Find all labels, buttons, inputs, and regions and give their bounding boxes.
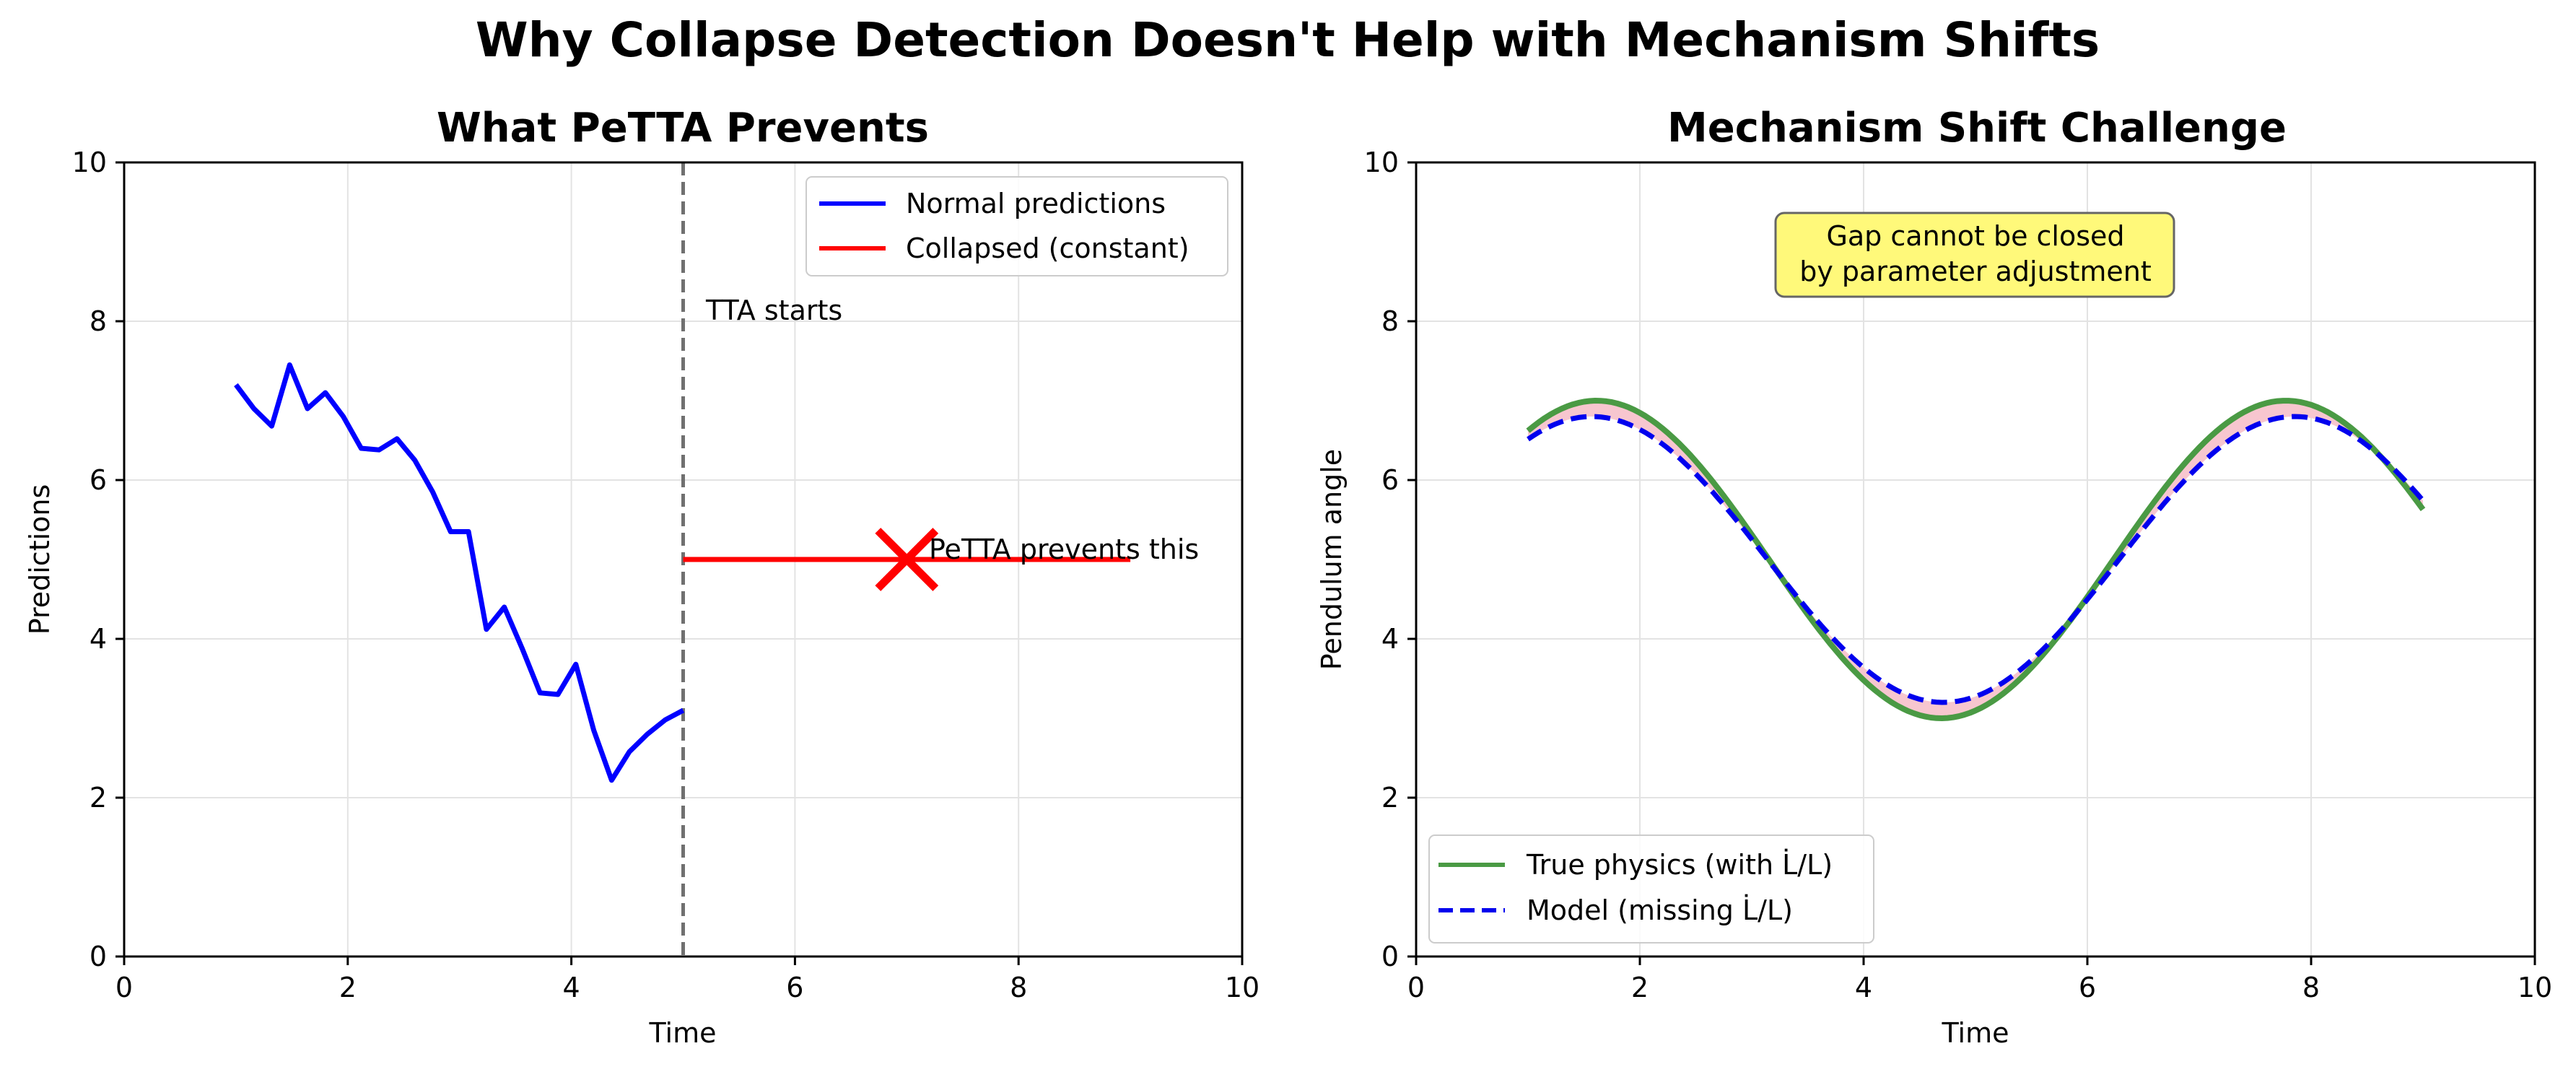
right-y-tick-label: 2 bbox=[1381, 782, 1399, 814]
legend-label-normal-predictions: Normal predictions bbox=[906, 188, 1166, 219]
model-line bbox=[1527, 414, 2425, 705]
left-legend: Normal predictions Collapsed (constant) bbox=[805, 176, 1228, 276]
left-x-tick-label: 4 bbox=[563, 972, 580, 1003]
petta-prevents-annotation: PeTTA prevents this bbox=[929, 533, 1199, 565]
right-y-tick-label: 8 bbox=[1381, 305, 1399, 337]
left-y-tick-label: 0 bbox=[89, 941, 107, 972]
legend-label-model: Model (missing L̇/L) bbox=[1527, 894, 1793, 926]
right-y-tick-label: 0 bbox=[1381, 941, 1399, 972]
mechanism-gap-fill bbox=[1528, 401, 2423, 718]
right-chart-title: Mechanism Shift Challenge bbox=[1667, 105, 2287, 152]
right-x-tick-label: 6 bbox=[2079, 972, 2096, 1003]
true-physics-line bbox=[1526, 398, 2426, 721]
left-x-axis-label: Time bbox=[649, 1017, 717, 1049]
right-legend-box bbox=[1428, 834, 1874, 944]
right-axes-frame bbox=[1415, 161, 2536, 958]
right-y-tick-label: 10 bbox=[1364, 147, 1399, 178]
right-plot-area bbox=[1526, 398, 2426, 721]
tta-starts-annotation: TTA starts bbox=[705, 295, 842, 326]
left-axes-frame bbox=[123, 161, 1244, 958]
right-ticks: 0 2 4 6 8 10 0 2 4 6 8 10 bbox=[1364, 147, 2553, 1003]
right-x-tick-label: 4 bbox=[1855, 972, 1872, 1003]
left-y-axis-label: Predictions bbox=[24, 484, 56, 635]
left-x-tick-label: 8 bbox=[1010, 972, 1027, 1003]
left-y-tick-label: 10 bbox=[72, 147, 107, 178]
left-y-tick-label: 2 bbox=[89, 782, 107, 814]
right-x-tick-label: 10 bbox=[2518, 972, 2552, 1003]
figure-suptitle: Why Collapse Detection Doesn't Help with… bbox=[476, 12, 2100, 68]
left-ticks: 0 2 4 6 8 10 0 2 4 6 8 10 bbox=[72, 147, 1260, 1003]
left-x-tick-label: 2 bbox=[339, 972, 357, 1003]
gap-annotation-line1: Gap cannot be closed bbox=[1826, 220, 2124, 252]
legend-label-collapsed: Collapsed (constant) bbox=[906, 232, 1189, 264]
left-y-tick-label: 8 bbox=[89, 305, 107, 337]
right-chart-panel: Mechanism Shift Challenge 0 2 4 6 8 10 0 2 4 6 8 10… bbox=[1316, 105, 2552, 1049]
right-x-tick-label: 2 bbox=[1631, 972, 1649, 1003]
right-x-axis-label: Time bbox=[1942, 1017, 2009, 1049]
left-chart-title: What PeTTA Prevents bbox=[437, 105, 929, 152]
right-y-tick-label: 6 bbox=[1381, 464, 1399, 496]
left-x-tick-label: 10 bbox=[1225, 972, 1259, 1003]
legend-label-true-physics: True physics (with L̇/L) bbox=[1526, 849, 1833, 881]
gap-annotation-background bbox=[1774, 212, 2175, 298]
normal-predictions-line bbox=[234, 362, 685, 783]
left-y-tick-label: 4 bbox=[89, 623, 107, 655]
right-y-axis-label: Pendulum angle bbox=[1316, 449, 1348, 670]
right-x-tick-label: 8 bbox=[2302, 972, 2320, 1003]
right-legend: True physics (with L̇/L) Model (missing … bbox=[1428, 834, 1874, 944]
gap-annotation-box: Gap cannot be closed by parameter adjust… bbox=[1774, 212, 2175, 298]
gap-annotation-line2: by parameter adjustment bbox=[1799, 256, 2152, 287]
right-y-tick-label: 4 bbox=[1381, 623, 1399, 655]
left-x-tick-label: 0 bbox=[115, 972, 133, 1003]
left-legend-box bbox=[805, 176, 1228, 276]
left-y-tick-label: 6 bbox=[89, 464, 107, 496]
collapse-x-marker bbox=[875, 528, 939, 591]
left-plot-area bbox=[234, 162, 1131, 956]
right-x-tick-label: 0 bbox=[1407, 972, 1425, 1003]
left-x-tick-label: 6 bbox=[786, 972, 803, 1003]
